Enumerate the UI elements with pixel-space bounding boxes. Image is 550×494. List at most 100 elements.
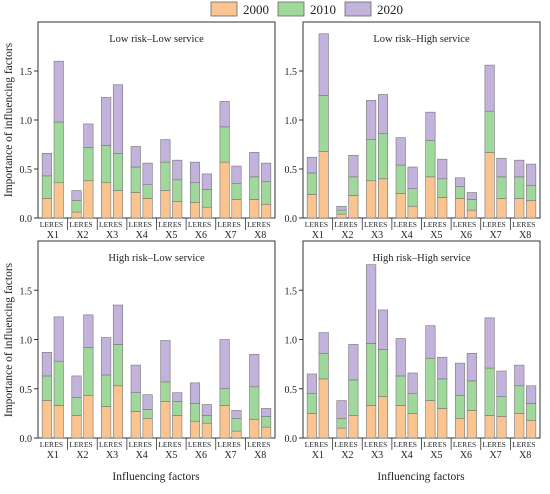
bar-segment-X4-LER-2020 [130,364,141,393]
sub-category-label: LER [423,440,437,449]
bar-segment-X7-ES-2010 [231,183,242,200]
sub-category-label: LER [483,440,497,449]
bar-segment-X2-ES-2000 [83,180,94,219]
sub-category-label: LER [158,220,172,229]
bar-segment-X1-LER-2020 [306,156,317,174]
bar-segment-X3-LER-2000 [101,182,112,219]
bar-segment-X8-LER-2010 [249,176,260,200]
bar-segment-X7-LER-2020 [219,101,230,128]
sub-category-label: LER [40,220,54,229]
bar-segment-X3-ES-2000 [377,178,389,219]
panel-title: Low risk–High service [373,34,470,45]
bar-segment-X8-ES-2020 [526,385,537,404]
y-tick-label: 0.0 [285,214,298,225]
y-tick-label: 1.5 [20,67,33,78]
bar-segment-X1-ES-2010 [53,360,64,406]
bar-segment-X5-LER-2000 [425,176,436,219]
bar-segment-X4-LER-2010 [130,392,141,412]
bar-segment-X5-LER-2000 [160,190,171,219]
y-tick-label: 1.5 [285,286,298,297]
factor-label: X7 [224,450,236,461]
bar-segment-X4-LER-2000 [395,193,406,219]
bar-segment-X6-LER-2010 [189,403,201,422]
bar-segment-X3-ES-2010 [377,349,389,397]
bar-segment-X6-LER-2020 [454,177,466,187]
sub-category-label: ES [173,220,182,229]
bar-segment-X2-ES-2000 [348,195,359,219]
sub-category-label: ES [349,440,358,449]
bar-segment-X2-LER-2010 [336,417,347,429]
bar-segment-X8-ES-2010 [261,181,272,205]
bar-segment-X3-LER-2010 [366,343,377,406]
bar-segment-X1-ES-2020 [53,316,64,362]
bar-segment-X8-ES-2010 [261,416,272,428]
bar-segment-X7-ES-2020 [231,165,242,184]
legend-swatch-2000 [210,1,238,17]
sub-category-label: ES [54,440,63,449]
bar-segment-X8-LER-2020 [249,353,260,388]
bar-segment-X1-ES-2000 [318,151,329,219]
sub-category-label: ES [232,220,241,229]
bar-segment-X7-LER-2010 [484,367,495,416]
sub-category-label: ES [497,440,506,449]
bar-segment-X8-ES-2020 [526,163,537,186]
sub-category-label: LER [129,220,143,229]
bar-segment-X8-ES-2000 [261,203,272,219]
bar-segment-X5-ES-2000 [172,415,183,439]
sub-category-label: LER [394,440,408,449]
sub-category-label: ES [202,220,211,229]
bar-segment-X7-ES-2010 [231,417,242,432]
factor-label: X8 [519,450,531,461]
bar-segment-X8-LER-2000 [514,198,525,219]
bar-segment-X4-ES-2020 [142,162,153,185]
sub-category-label: ES [467,220,476,229]
bar-segment-X6-ES-2000 [201,422,212,439]
sub-category-label: ES [114,440,123,449]
factor-label: X1 [47,230,59,241]
bar-segment-X2-LER-2020 [71,190,82,201]
bar-segment-X1-ES-2020 [318,33,329,96]
legend-swatch-2020 [344,1,372,17]
bar-segment-X7-LER-2020 [219,339,230,390]
bar-segment-X1-LER-2000 [306,413,317,439]
bar-segment-X7-ES-2010 [496,176,507,199]
bar-segment-X5-LER-2020 [425,111,436,141]
bar-segment-X2-LER-2010 [336,209,347,215]
bar-segment-X3-LER-2000 [366,405,377,439]
bar-segment-X5-LER-2020 [160,340,171,383]
factor-label: X1 [312,450,324,461]
bar-segment-X7-LER-2010 [484,110,495,153]
bar-segment-X7-LER-2000 [219,161,230,219]
factor-label: X2 [76,450,88,461]
bar-segment-X6-LER-2000 [189,420,201,439]
bar-segment-X1-LER-2010 [306,172,317,195]
bar-segment-X6-ES-2020 [466,352,477,382]
bar-segment-X8-LER-2000 [514,413,525,439]
sub-category-label: LER [69,220,83,229]
y-tick-label: 0.0 [20,214,33,225]
bar-segment-X5-ES-2020 [172,392,183,402]
bar-segment-X7-LER-2000 [219,405,230,439]
bar-segment-X8-ES-2000 [261,426,272,439]
sub-category-label: ES [497,220,506,229]
factor-label: X5 [165,450,177,461]
bar-segment-X2-ES-2020 [348,154,359,178]
sub-category-label: LER [334,220,348,229]
bar-segment-X6-LER-2020 [189,161,201,184]
sub-category-label: LER [247,220,261,229]
bar-segment-X7-ES-2000 [496,416,507,439]
bar-segment-X4-LER-2010 [395,375,406,406]
bar-segment-X3-ES-2000 [377,396,389,439]
sub-category-label: ES [319,220,328,229]
factor-label: X4 [401,450,413,461]
factor-label: X8 [254,450,266,461]
bar-segment-X7-ES-2020 [496,370,507,397]
bar-segment-X7-ES-2000 [496,198,507,219]
bar-segment-X7-LER-2010 [219,388,230,406]
bar-segment-X2-LER-2010 [71,397,82,416]
sub-category-label: LER [99,220,113,229]
bar-segment-X1-LER-2020 [306,373,317,394]
bar-segment-X8-ES-2010 [526,403,537,421]
